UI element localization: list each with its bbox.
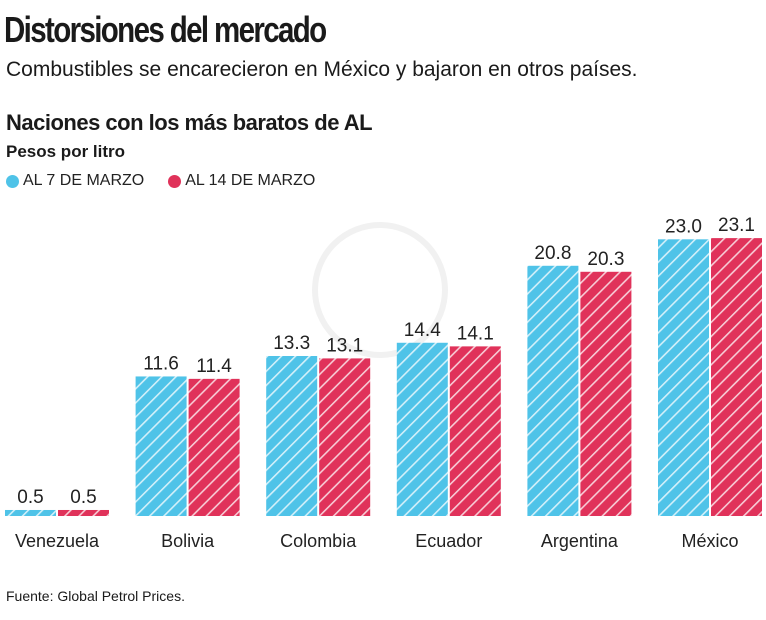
bar: [188, 378, 240, 516]
data-label: 13.1: [326, 335, 363, 356]
chart-title: Naciones con los más baratos de AL: [6, 110, 373, 135]
data-label: 23.1: [718, 215, 755, 236]
legend-item-1: AL 14 DE MARZO: [168, 172, 315, 190]
legend: AL 7 DE MARZO AL 14 DE MARZO: [6, 172, 315, 190]
bar: [449, 346, 501, 516]
data-label: 0.5: [17, 487, 43, 508]
data-label: 23.0: [665, 216, 702, 237]
data-label: 13.3: [273, 333, 310, 354]
page-subtitle: Combustibles se encarecieron en México y…: [6, 58, 638, 81]
page-title: Distorsiones del mercado: [4, 9, 327, 50]
bar: [58, 509, 109, 516]
data-label: 14.1: [457, 323, 494, 344]
data-label: 20.8: [534, 243, 571, 264]
data-label: 11.6: [143, 353, 179, 374]
bar: [658, 239, 709, 516]
x-tick-label: Argentina: [541, 531, 619, 551]
watermark-logo: [312, 222, 448, 358]
y-axis-label: Pesos por litro: [6, 142, 126, 161]
bar: [711, 238, 762, 516]
bar: [396, 342, 448, 516]
bar: [5, 509, 56, 516]
bar: [319, 358, 371, 516]
x-tick-label: México: [681, 531, 738, 551]
legend-item-0: AL 7 DE MARZO: [6, 172, 144, 190]
x-tick-label: Colombia: [280, 531, 357, 551]
legend-label: AL 14 DE MARZO: [185, 172, 316, 189]
data-label: 11.4: [196, 356, 232, 377]
bar: [527, 265, 579, 516]
x-tick-label: Venezuela: [15, 531, 100, 551]
bar: [580, 271, 632, 516]
data-label: 0.5: [70, 487, 96, 508]
legend-swatch: [6, 174, 19, 188]
x-tick-label: Bolivia: [161, 531, 215, 551]
source-note: Fuente: Global Petrol Prices.: [6, 588, 185, 604]
data-label: 20.3: [587, 249, 624, 270]
bar: [266, 356, 318, 516]
data-label: 14.4: [404, 320, 441, 341]
legend-label: AL 7 DE MARZO: [23, 172, 145, 189]
bar: [135, 376, 187, 516]
legend-swatch: [168, 174, 182, 188]
x-tick-label: Ecuador: [415, 531, 482, 551]
